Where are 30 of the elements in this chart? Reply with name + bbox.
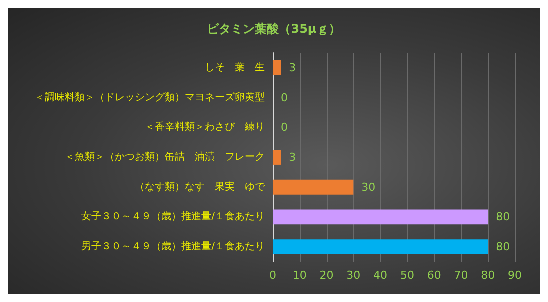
y-tick-label: 女子３０～４９（歳）推進量/１食あたり	[82, 210, 265, 223]
x-tick-label: 50	[400, 269, 414, 282]
bar	[273, 60, 282, 76]
data-label: 3	[289, 151, 296, 164]
x-tick-label: 60	[427, 269, 442, 282]
x-tick-label: 30	[346, 269, 361, 282]
x-tick-label: 20	[320, 269, 334, 282]
bar	[273, 240, 488, 255]
data-label: 3	[289, 61, 296, 74]
y-tick-label: ＜調味料類＞（ドレッシング類）マヨネーズ卵黄型	[35, 91, 265, 104]
y-tick-label: ＜香辛料類＞わさび 練り	[145, 121, 265, 134]
x-tick-label: 70	[454, 269, 468, 282]
y-tick-label: 男子３０～４９（歳）推進量/１食あたり	[82, 240, 265, 253]
data-label: 30	[362, 180, 376, 194]
y-tick-label: （なす類）なす 果実 ゆで	[135, 180, 266, 193]
y-tick-label: ＜魚類＞（かつお類）缶詰 油漬 フレーク	[65, 151, 265, 163]
bar	[273, 180, 354, 195]
x-tick-label: 80	[481, 269, 496, 282]
chart-title: ビタミン葉酸（35μｇ）	[207, 22, 341, 36]
y-tick-label: しそ 葉 生	[205, 61, 265, 74]
data-label: 0	[281, 121, 288, 134]
x-tick-label: 90	[508, 269, 522, 282]
data-label: 80	[496, 210, 510, 224]
bar	[273, 150, 282, 165]
x-tick-label: 40	[374, 269, 388, 282]
data-label: 80	[496, 240, 510, 254]
x-tick-label: 10	[292, 269, 307, 282]
data-label: 0	[281, 91, 288, 104]
x-tick-label: 0	[270, 269, 276, 282]
bar	[273, 210, 488, 225]
